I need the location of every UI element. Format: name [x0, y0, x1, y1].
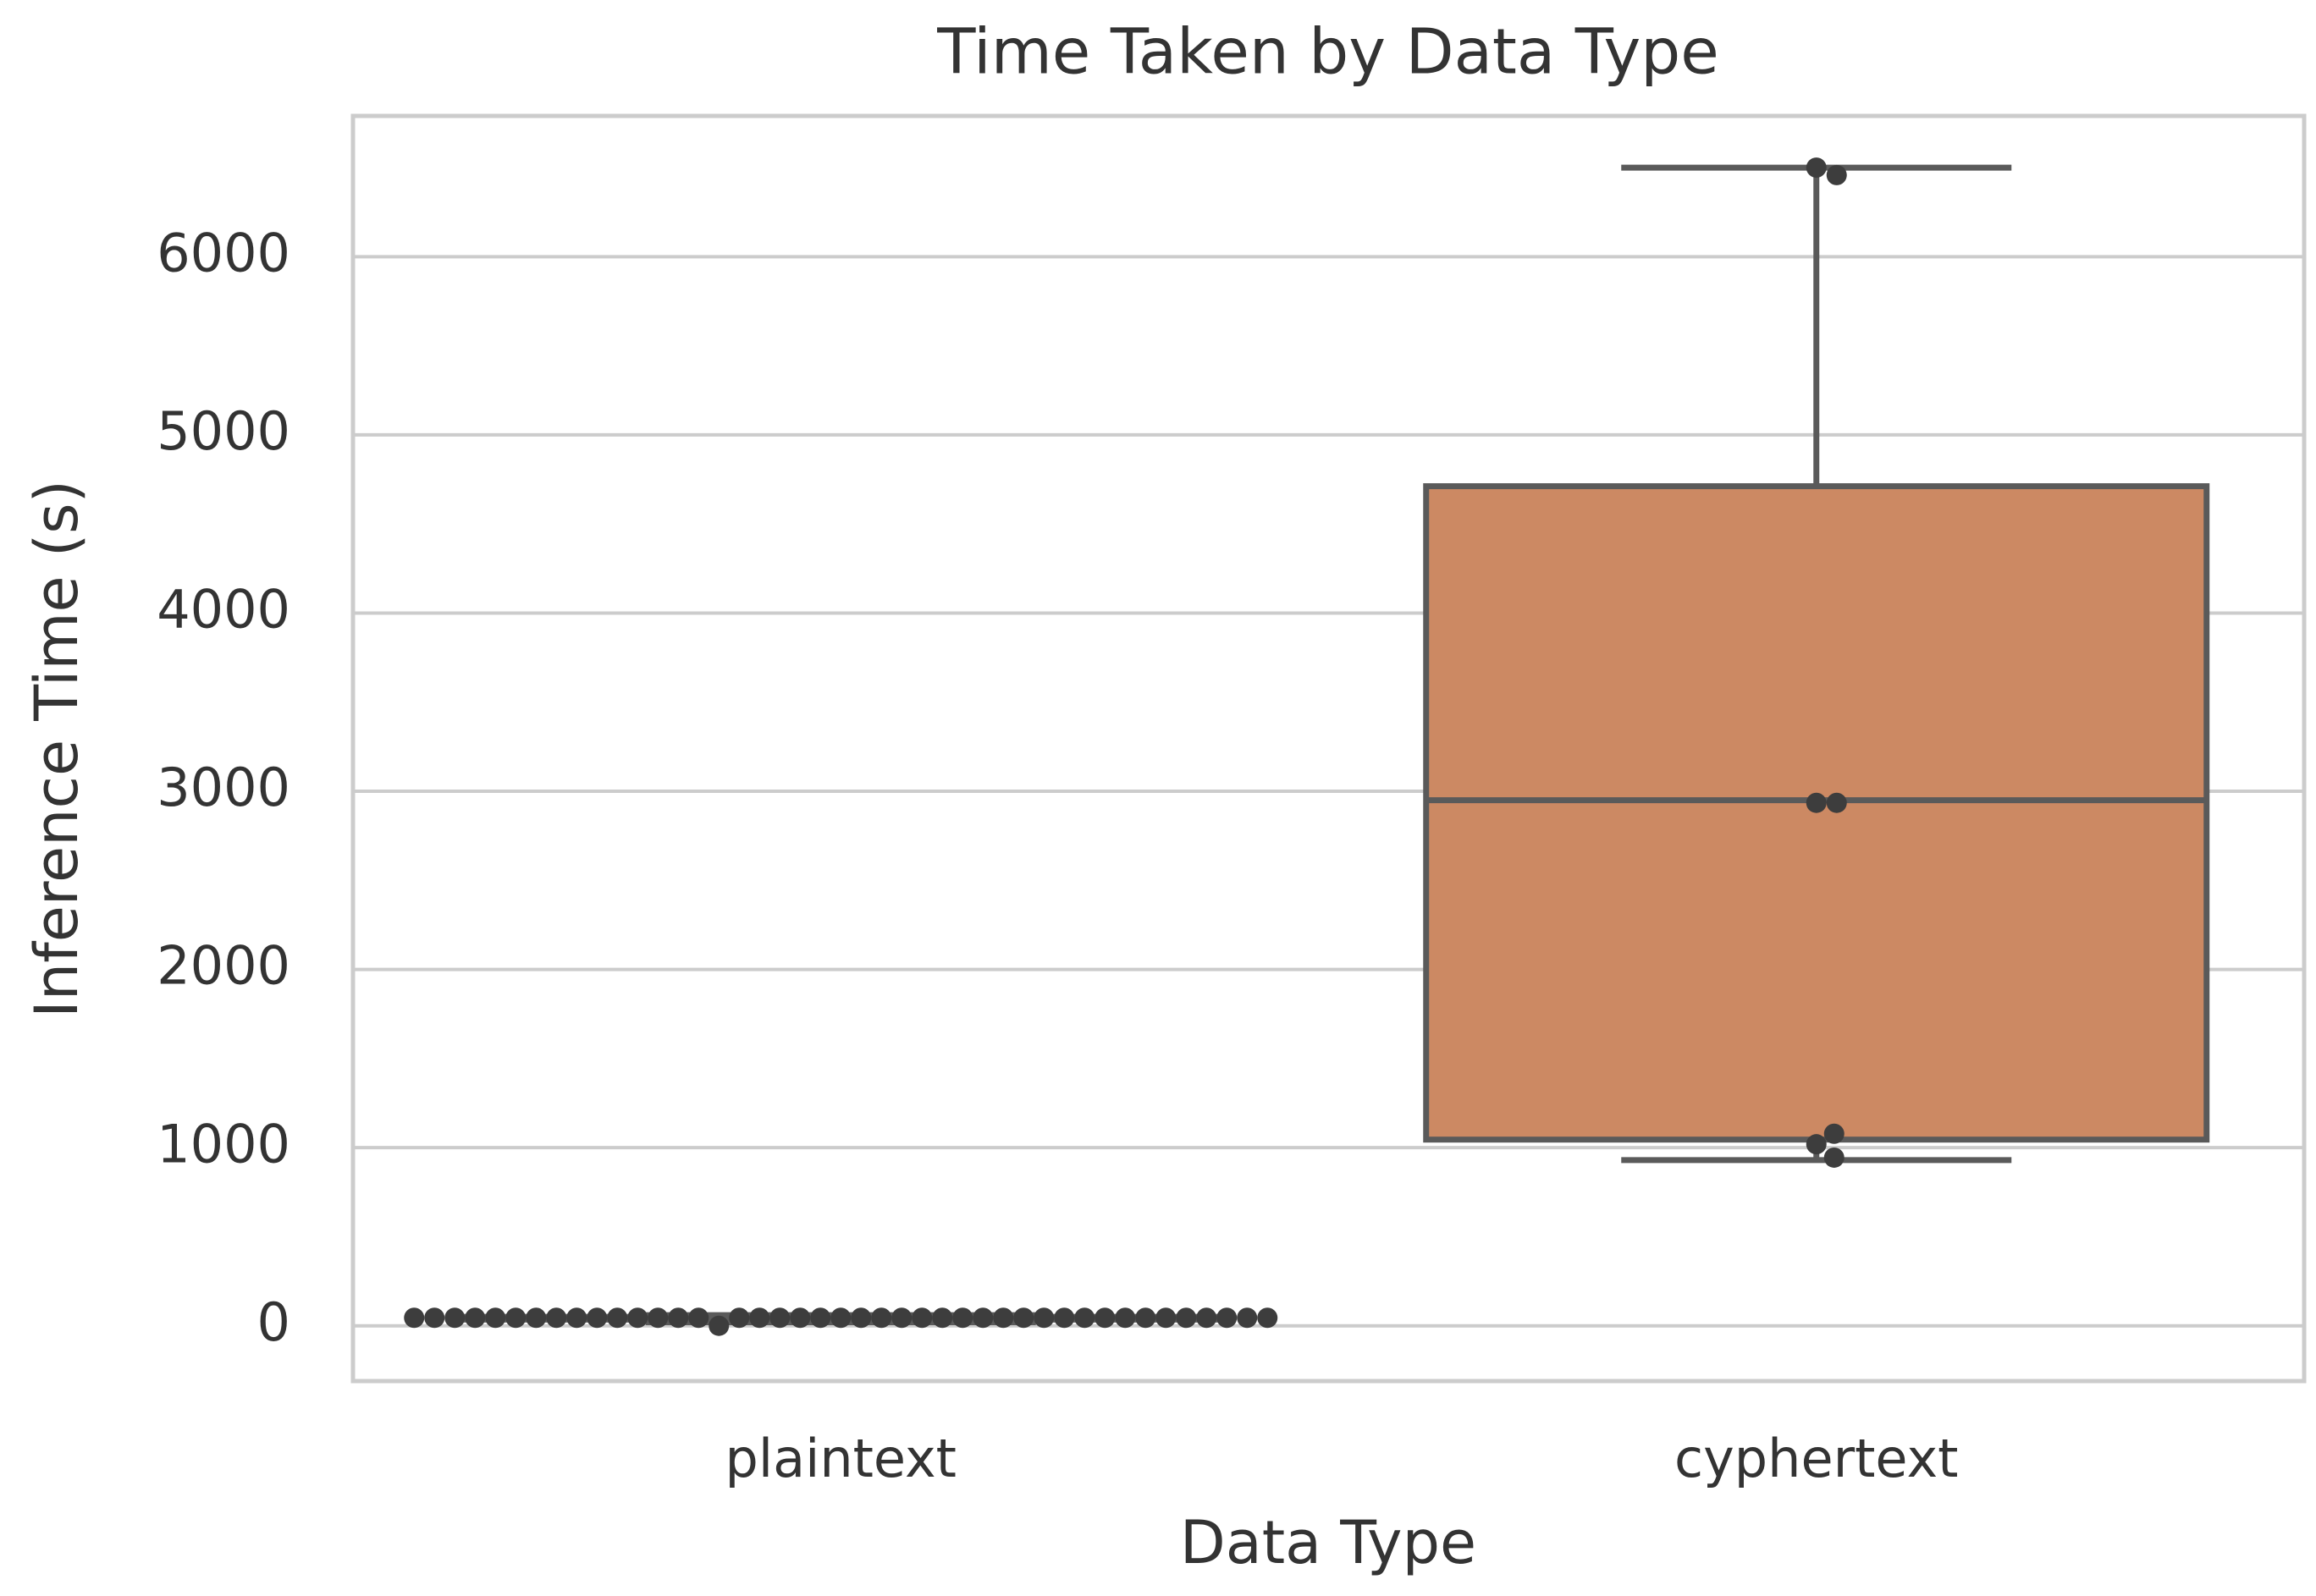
data-point — [1135, 1307, 1156, 1329]
data-point — [465, 1307, 486, 1329]
data-point — [851, 1307, 872, 1329]
y-tick-label: 3000 — [157, 757, 290, 818]
data-point — [607, 1307, 628, 1329]
y-tick-label: 4000 — [157, 579, 290, 641]
data-point — [1054, 1307, 1075, 1329]
x-axis-label: Data Type — [1180, 1508, 1476, 1577]
data-point — [404, 1307, 425, 1329]
data-point — [790, 1307, 811, 1329]
data-point — [973, 1307, 994, 1329]
data-point — [1806, 157, 1827, 179]
data-point — [871, 1307, 892, 1329]
data-point — [424, 1307, 445, 1329]
y-tick-label: 2000 — [157, 935, 290, 997]
y-tick-label: 5000 — [157, 400, 290, 462]
data-point — [444, 1307, 466, 1329]
data-point — [1155, 1307, 1177, 1329]
data-point — [993, 1307, 1014, 1329]
x-tick-label: cyphertext — [1674, 1428, 1958, 1489]
y-axis-label: Inference Time (s) — [22, 480, 91, 1018]
data-point — [1257, 1307, 1278, 1329]
data-point — [769, 1307, 791, 1329]
data-point — [1237, 1307, 1258, 1329]
data-point — [830, 1307, 852, 1329]
chart-title: Time Taken by Data Type — [936, 16, 1719, 89]
x-tick-label: plaintext — [725, 1428, 957, 1489]
data-point — [627, 1307, 648, 1329]
data-point — [709, 1315, 730, 1336]
data-point — [1074, 1307, 1095, 1329]
data-point — [587, 1307, 608, 1329]
data-point — [1095, 1307, 1116, 1329]
data-point — [505, 1307, 527, 1329]
data-point — [1013, 1307, 1034, 1329]
data-point — [1826, 792, 1847, 813]
data-point — [648, 1307, 669, 1329]
y-tick-label: 1000 — [157, 1113, 290, 1175]
data-point — [485, 1307, 506, 1329]
plot-frame — [350, 113, 2307, 1384]
data-point — [749, 1307, 770, 1329]
data-point — [1823, 1123, 1845, 1144]
data-point — [729, 1307, 750, 1329]
data-point — [1115, 1307, 1136, 1329]
data-point — [1196, 1307, 1217, 1329]
data-point — [891, 1307, 913, 1329]
data-point — [1806, 1134, 1827, 1155]
data-point — [1216, 1307, 1238, 1329]
data-point — [932, 1307, 953, 1329]
data-point — [668, 1307, 689, 1329]
data-point — [688, 1307, 709, 1329]
data-point — [1826, 164, 1847, 185]
data-point — [1176, 1307, 1197, 1329]
y-tick-label: 0 — [257, 1291, 290, 1353]
data-point — [810, 1307, 831, 1329]
data-point — [546, 1307, 567, 1329]
data-point — [566, 1307, 587, 1329]
data-point — [526, 1307, 547, 1329]
data-point — [912, 1307, 933, 1329]
y-tick-label: 6000 — [157, 222, 290, 283]
data-point — [1823, 1147, 1845, 1168]
data-point — [1806, 792, 1827, 813]
data-point — [1034, 1307, 1055, 1329]
data-point — [952, 1307, 973, 1329]
